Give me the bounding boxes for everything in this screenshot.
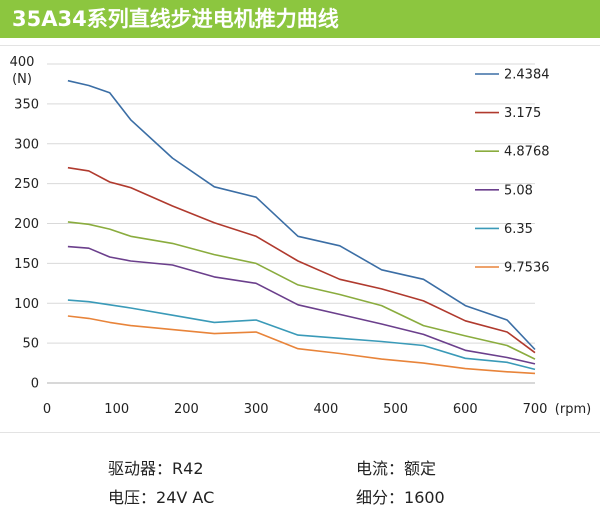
legend-label-2.4384: 2.4384 bbox=[504, 68, 550, 83]
x-tick-label-200: 200 bbox=[174, 402, 199, 417]
grid-layer bbox=[47, 63, 535, 384]
x-tick-label-100: 100 bbox=[104, 402, 129, 417]
driver-spec: 驱动器：R42 bbox=[108, 455, 204, 479]
y-tick-label-100: 100 bbox=[14, 297, 39, 312]
y-tick-label-250: 250 bbox=[14, 177, 39, 192]
x-axis-unit: (rpm) bbox=[555, 402, 591, 417]
page-title: 35A34系列直线步进电机推力曲线 bbox=[0, 0, 600, 38]
y-tick-label-150: 150 bbox=[14, 257, 39, 272]
current-value: 额定 bbox=[404, 459, 437, 478]
series-line-6.35 bbox=[67, 299, 536, 371]
y-axis-top-label: 400 bbox=[10, 55, 35, 70]
voltage-label: 电压： bbox=[108, 488, 157, 507]
x-tick-label-700: 700 bbox=[523, 402, 548, 417]
current-label: 电流： bbox=[356, 459, 405, 478]
x-tick-label-0: 0 bbox=[43, 402, 51, 417]
current-spec: 电流：额定 bbox=[356, 455, 436, 479]
legend-label-5.08: 5.08 bbox=[504, 183, 533, 198]
y-tick-label-0: 0 bbox=[31, 377, 39, 392]
y-tick-label-350: 350 bbox=[14, 97, 39, 112]
series-line-9.7536 bbox=[67, 315, 536, 375]
legend-layer: 2.4384 3.175 4.8768 5.08 6.35 9.7536 bbox=[475, 68, 550, 276]
x-tick-label-600: 600 bbox=[453, 402, 478, 417]
microstep-value: 1600 bbox=[404, 488, 445, 507]
thrust-curve-chart: 0 50 100 150 200 250 300 350 0 100 200 300 400 500 600… bbox=[10, 55, 592, 417]
series-layer bbox=[67, 79, 536, 375]
x-tick-label-400: 400 bbox=[313, 402, 338, 417]
microstep-label: 细分： bbox=[356, 488, 405, 507]
microstep-spec: 细分：1600 bbox=[356, 484, 445, 508]
voltage-spec: 电压：24V AC bbox=[108, 484, 214, 508]
driver-value: R42 bbox=[172, 459, 204, 478]
legend-label-9.7536: 9.7536 bbox=[504, 261, 550, 276]
x-tick-label-500: 500 bbox=[383, 402, 408, 417]
series-line-5.08 bbox=[67, 245, 536, 365]
chart-container: 0 50 100 150 200 250 300 350 0 100 200 300 400 500 600… bbox=[0, 46, 600, 432]
voltage-value: 24V AC bbox=[156, 488, 215, 507]
series-line-3.175 bbox=[67, 166, 536, 354]
axis-layer: 0 50 100 150 200 250 300 350 0 100 200 300 400 500 600… bbox=[14, 97, 547, 417]
series-line-4.8768 bbox=[67, 221, 536, 360]
legend-label-6.35: 6.35 bbox=[504, 222, 533, 237]
series-line-2.4384 bbox=[67, 79, 536, 351]
y-tick-label-300: 300 bbox=[14, 137, 39, 152]
y-tick-label-50: 50 bbox=[22, 337, 39, 352]
legend-label-3.175: 3.175 bbox=[504, 106, 541, 121]
y-axis-unit: (N) bbox=[12, 72, 32, 87]
y-tick-label-200: 200 bbox=[14, 217, 39, 232]
driver-label: 驱动器： bbox=[108, 459, 173, 478]
legend-label-4.8768: 4.8768 bbox=[504, 145, 550, 160]
x-tick-label-300: 300 bbox=[244, 402, 269, 417]
